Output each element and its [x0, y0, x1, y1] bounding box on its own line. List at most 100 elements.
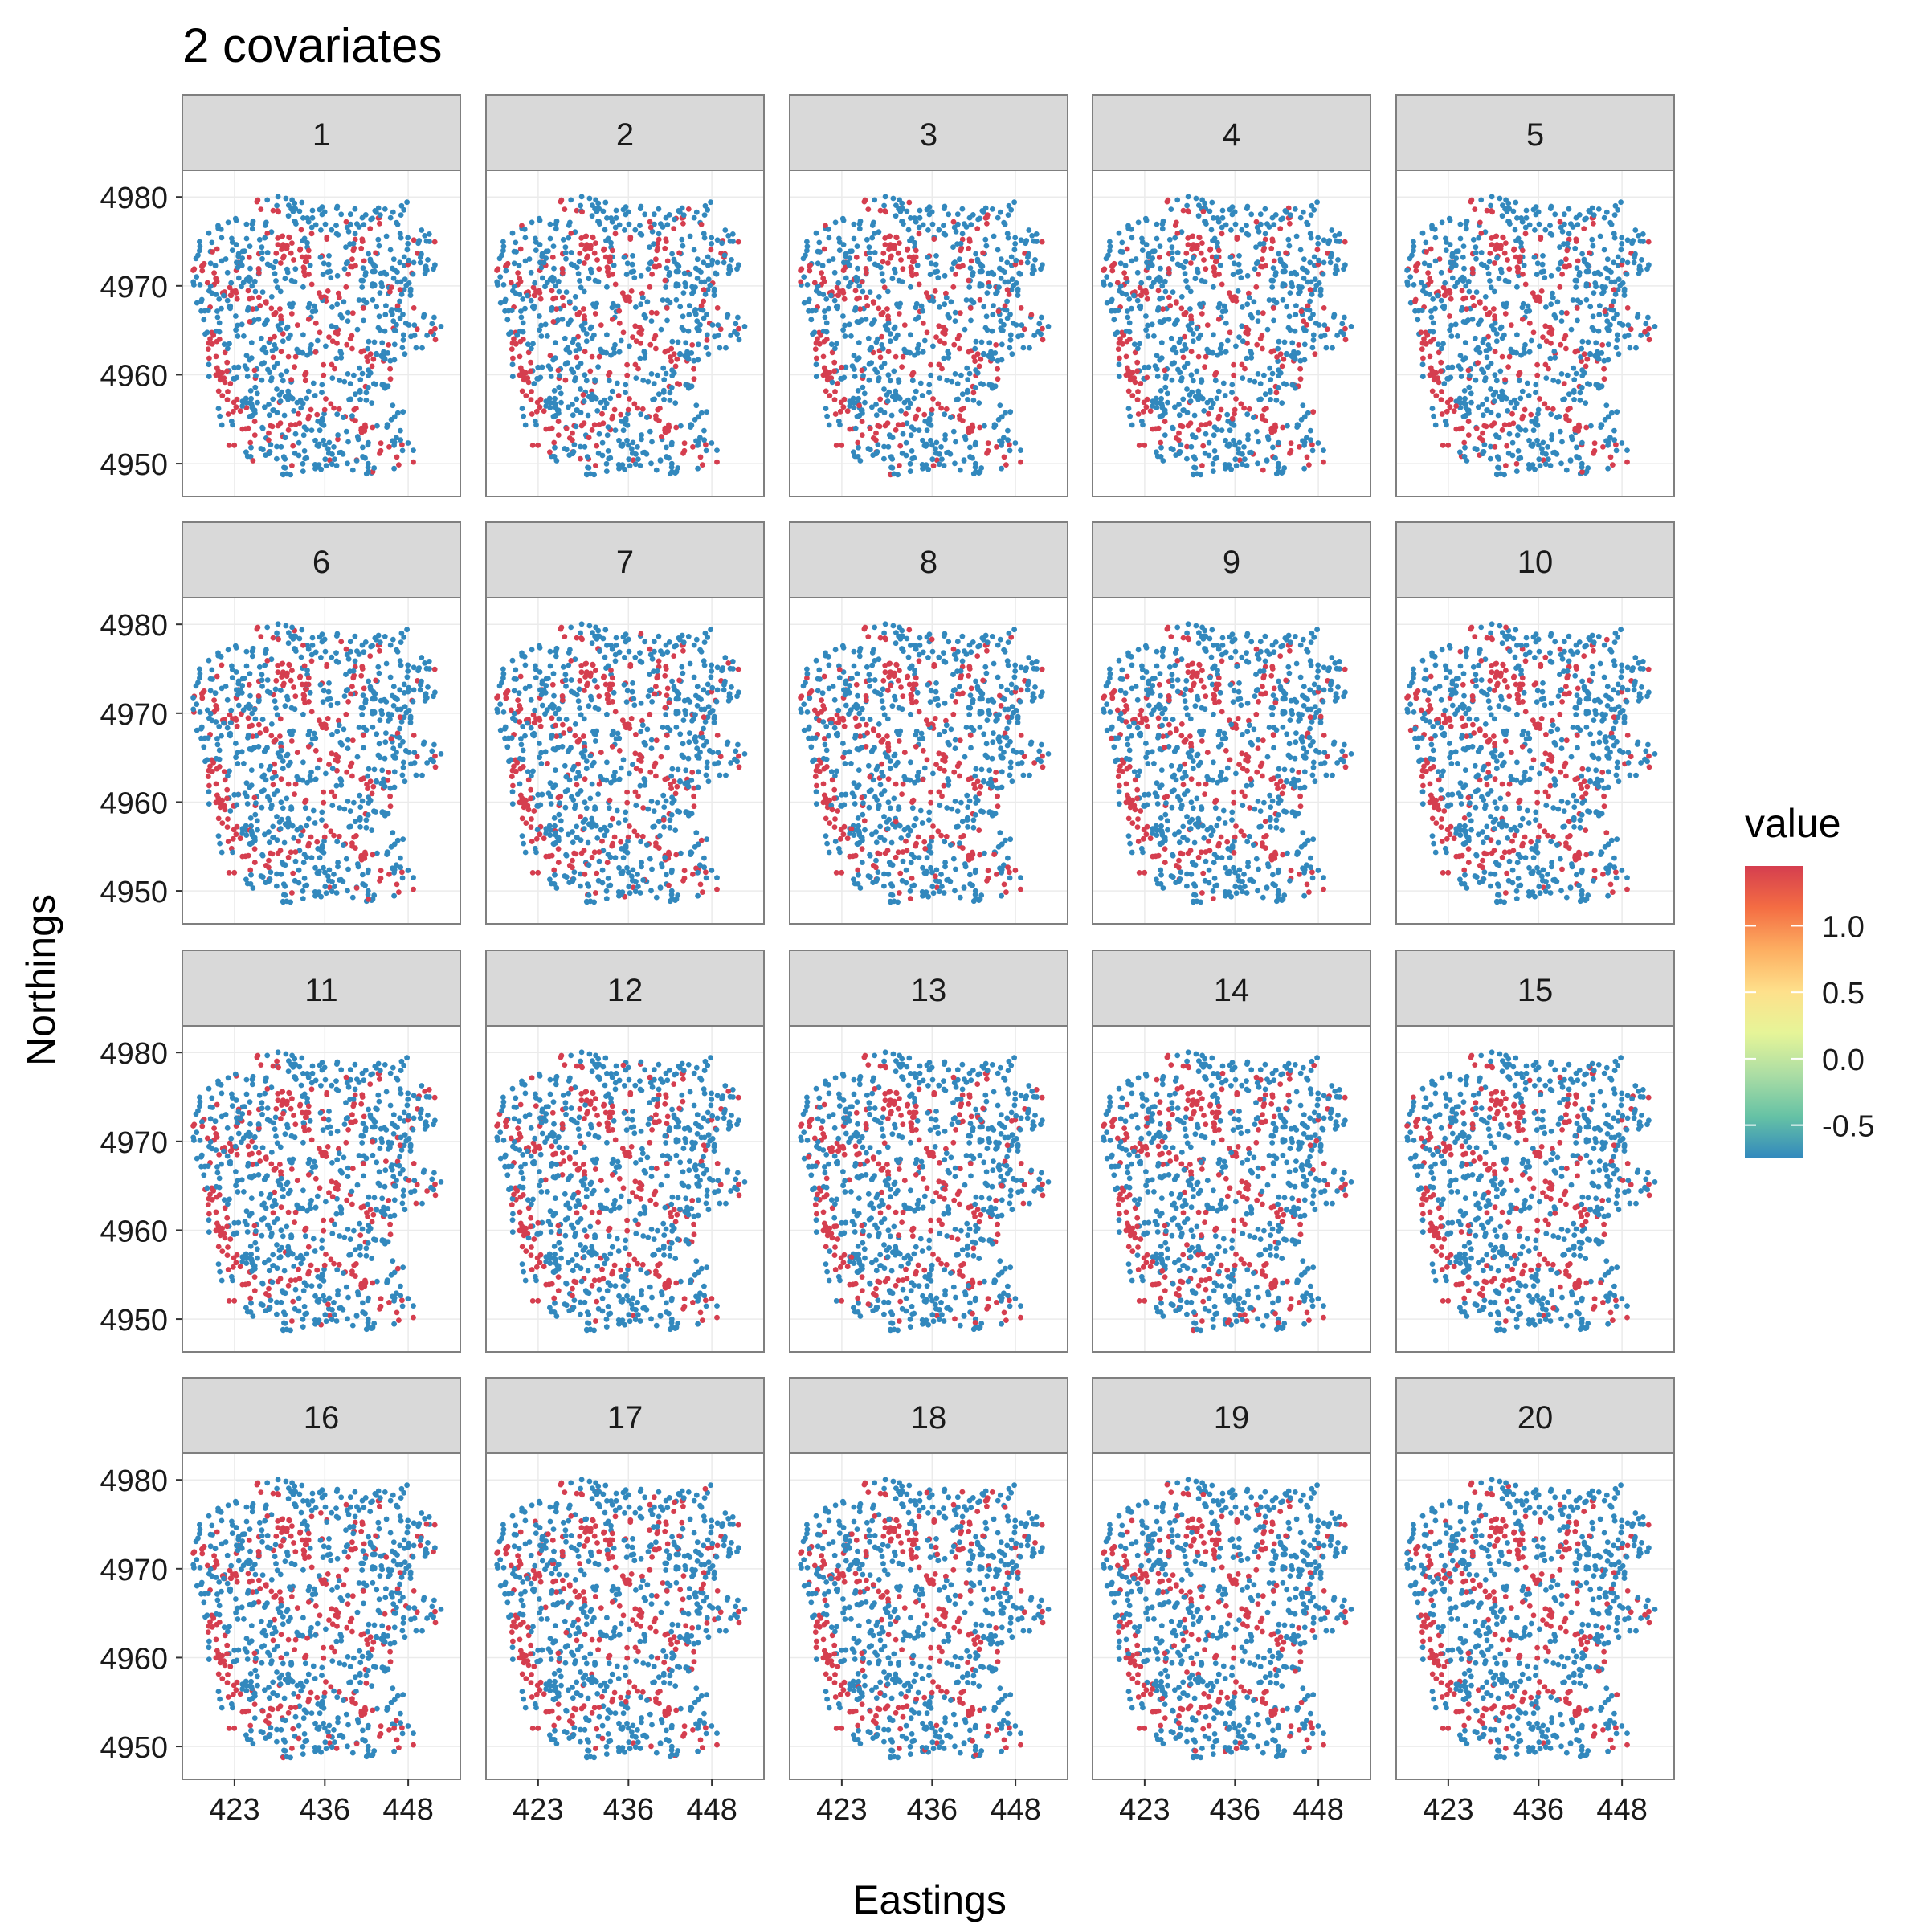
- data-point: [1268, 377, 1273, 382]
- data-point: [401, 337, 406, 343]
- data-point: [529, 411, 535, 417]
- data-point: [1219, 231, 1225, 236]
- data-point: [1592, 440, 1598, 446]
- data-point: [673, 284, 679, 289]
- data-point: [1577, 212, 1583, 218]
- data-point: [387, 366, 393, 372]
- data-point: [262, 321, 268, 327]
- data-point: [656, 418, 662, 423]
- data-point: [892, 472, 897, 477]
- data-point: [664, 305, 670, 311]
- data-point: [905, 406, 911, 411]
- data-point: [1306, 462, 1312, 468]
- data-point: [944, 450, 950, 455]
- data-point: [258, 634, 263, 639]
- data-point: [523, 259, 529, 264]
- data-point: [253, 800, 259, 806]
- data-point: [1435, 293, 1440, 299]
- data-point: [266, 437, 272, 443]
- data-point: [378, 717, 383, 723]
- data-point: [1271, 265, 1276, 271]
- data-point: [921, 412, 927, 418]
- data-point: [886, 444, 892, 450]
- data-point: [198, 308, 204, 314]
- data-point: [1169, 446, 1174, 451]
- data-point: [402, 255, 407, 260]
- data-point: [1493, 444, 1498, 450]
- data-point: [236, 276, 242, 281]
- data-point: [497, 274, 503, 280]
- data-point: [893, 427, 899, 433]
- data-point: [1632, 253, 1638, 259]
- data-point: [302, 884, 308, 889]
- data-point: [301, 860, 307, 865]
- data-point: [205, 329, 210, 335]
- data-point: [1219, 427, 1225, 433]
- data-point: [1646, 326, 1652, 332]
- data-point: [279, 674, 284, 680]
- data-point: [290, 396, 296, 402]
- data-point: [590, 427, 595, 433]
- data-point: [599, 411, 605, 417]
- data-point: [955, 381, 961, 386]
- data-point: [388, 215, 394, 221]
- data-point: [1101, 280, 1106, 285]
- data-point: [1334, 239, 1340, 244]
- data-point: [1502, 377, 1508, 382]
- facet-panel: 3: [790, 95, 1068, 496]
- panel-plot-area: [182, 598, 460, 924]
- data-point: [621, 207, 627, 213]
- data-point: [852, 374, 858, 379]
- data-point: [1025, 260, 1031, 266]
- data-point: [835, 381, 840, 386]
- data-point: [1612, 212, 1618, 218]
- data-point: [300, 896, 306, 901]
- data-point: [334, 301, 340, 307]
- data-point: [908, 284, 913, 290]
- data-point: [919, 304, 925, 309]
- data-point: [513, 240, 518, 246]
- data-point: [553, 403, 558, 409]
- data-point: [564, 426, 570, 431]
- data-point: [398, 437, 403, 443]
- data-point: [613, 282, 619, 288]
- data-point: [313, 321, 319, 326]
- data-point: [225, 725, 231, 731]
- data-point: [679, 237, 684, 243]
- data-point: [300, 350, 305, 356]
- data-point: [1342, 315, 1347, 321]
- data-point: [960, 231, 966, 237]
- data-point: [715, 322, 721, 328]
- data-point: [1129, 235, 1135, 241]
- data-point: [647, 244, 652, 250]
- data-point: [1136, 219, 1142, 225]
- data-point: [293, 782, 299, 787]
- data-point: [395, 222, 401, 227]
- data-point: [597, 354, 602, 360]
- data-point: [1526, 393, 1532, 398]
- data-point: [1255, 225, 1260, 231]
- data-point: [1550, 295, 1556, 300]
- data-point: [1005, 316, 1011, 321]
- data-point: [304, 370, 309, 376]
- data-point: [283, 892, 288, 898]
- data-point: [662, 246, 668, 251]
- data-point: [222, 341, 227, 347]
- data-point: [1533, 390, 1538, 395]
- data-point: [624, 438, 630, 443]
- data-point: [696, 328, 701, 333]
- data-point: [246, 715, 251, 721]
- data-point: [1213, 378, 1219, 383]
- data-point: [696, 357, 701, 363]
- data-point: [1583, 284, 1589, 289]
- data-point: [1125, 315, 1131, 321]
- data-point: [570, 412, 576, 418]
- data-point: [1322, 333, 1328, 338]
- data-point: [1212, 424, 1218, 430]
- data-point: [309, 427, 315, 433]
- data-point: [316, 443, 321, 449]
- data-point: [405, 247, 411, 252]
- data-point: [815, 337, 820, 342]
- data-point: [1440, 341, 1446, 347]
- data-point: [1245, 273, 1251, 279]
